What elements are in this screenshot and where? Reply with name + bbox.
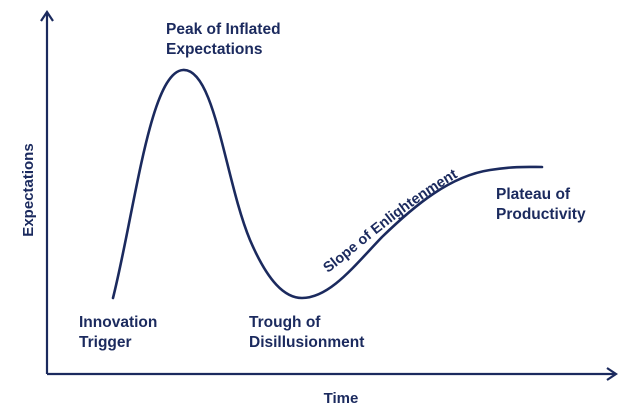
plateau-label: Plateau of Productivity [496,186,586,223]
y-axis-arrowhead [40,10,54,22]
peak-label-line-2: Expectations [166,41,262,58]
y-axis-label: Expectations [20,143,37,236]
x-axis-arrowhead [606,367,618,381]
slope-label: Slope of Enlightenment [321,166,461,276]
hype-cycle-curve [111,68,544,300]
x-axis-label: Time [324,390,359,407]
innovation-trigger-label-line-2: Trigger [79,334,132,351]
slope-label-path-text: Slope of Enlightenment [321,166,461,276]
plateau-label-line-1: Plateau of [496,186,571,203]
trough-label: Trough of Disillusionment [249,314,364,351]
innovation-trigger-label-line-1: Innovation [79,314,157,331]
innovation-trigger-label: Innovation Trigger [79,314,162,351]
trough-label-line-1: Trough of [249,314,321,331]
peak-label-line-1: Peak of Inflated [166,21,281,38]
plateau-label-line-2: Productivity [496,206,586,223]
trough-label-line-2: Disillusionment [249,334,364,351]
peak-label: Peak of Inflated Expectations [166,21,285,58]
